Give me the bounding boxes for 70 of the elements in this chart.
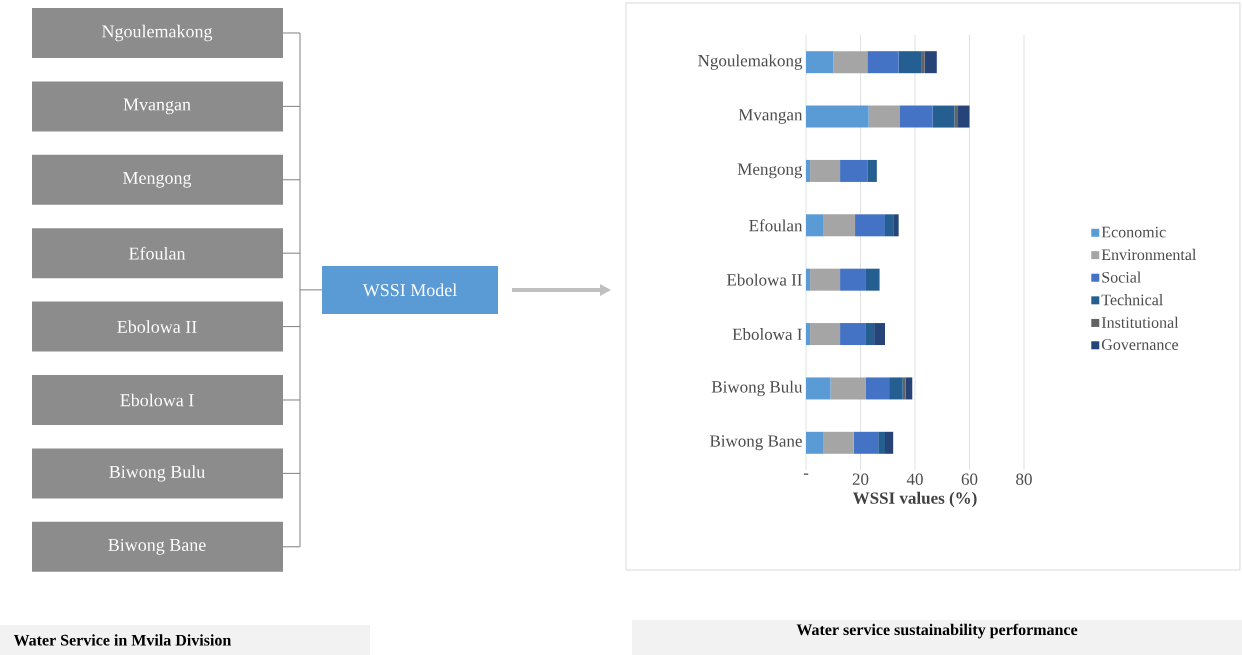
- text: Mengong: [123, 171, 192, 188]
- legend-label: Technical: [1101, 294, 1163, 306]
- text: Efoulan: [129, 246, 186, 260]
- legend-label: Institutional: [1101, 316, 1179, 328]
- text: Ebolowa II: [117, 320, 197, 333]
- bar: [823, 431, 854, 454]
- bar: [924, 51, 937, 74]
- y-tick-label: Biwong Bane: [709, 435, 802, 451]
- x-tick-label: 20: [852, 473, 869, 485]
- text: Ngoulemakong: [102, 24, 213, 42]
- bar: [885, 214, 894, 237]
- text: Water service sustainability performance: [796, 623, 1078, 639]
- bar: [932, 105, 955, 128]
- bar: [900, 105, 933, 128]
- legend-label: Environmental: [1101, 248, 1197, 261]
- y-tick-label: Mengong: [737, 163, 803, 179]
- bar: [806, 323, 811, 346]
- bar: [867, 159, 877, 182]
- bar: [865, 323, 875, 346]
- bar: [840, 323, 866, 346]
- y-tick-label: Biwong Bulu: [711, 380, 803, 397]
- bar: [878, 431, 886, 454]
- bar: [806, 51, 834, 74]
- bar: [921, 51, 925, 74]
- bar: [865, 268, 880, 291]
- x-tick-label: 40: [906, 473, 923, 485]
- y-tick-label: Ebolowa II: [726, 273, 802, 286]
- x-tick-label: -: [803, 473, 809, 475]
- bar: [893, 214, 899, 237]
- bar: [865, 377, 890, 400]
- text: Biwong Bulu: [109, 465, 205, 482]
- text: Mvangan: [123, 98, 191, 115]
- x-tick-label: 60: [961, 473, 978, 485]
- bar: [833, 51, 868, 74]
- bar: [830, 377, 866, 400]
- text: WSSI Model: [362, 283, 457, 297]
- bar: [810, 268, 841, 291]
- x-tick-label: 80: [1016, 473, 1032, 485]
- bar: [889, 377, 903, 400]
- bar: [885, 431, 894, 454]
- bar: [898, 51, 922, 74]
- bar: [806, 431, 824, 454]
- bar: [957, 105, 970, 128]
- bar: [806, 377, 831, 400]
- bar: [810, 323, 841, 346]
- bar: [855, 214, 886, 237]
- bar: [874, 323, 886, 346]
- y-tick-label: Mvangan: [738, 109, 803, 124]
- bar: [806, 159, 811, 182]
- legend-label: Social: [1102, 271, 1141, 283]
- legend-label: Governance: [1101, 339, 1179, 350]
- y-tick-label: Ebolowa I: [732, 328, 802, 341]
- bar: [840, 159, 868, 182]
- text: Biwong Bane: [108, 538, 206, 555]
- text: Ebolowa I: [120, 393, 194, 407]
- y-tick-label: Ngoulemakong: [698, 54, 803, 70]
- bar: [867, 51, 899, 74]
- bar: [806, 214, 824, 237]
- bar: [810, 159, 841, 182]
- y-tick-label: Efoulan: [749, 219, 803, 232]
- text: Water Service in Mvila Division: [13, 634, 232, 646]
- bar: [905, 377, 913, 400]
- bar: [806, 268, 811, 291]
- bar: [868, 105, 901, 128]
- bar: [806, 105, 869, 128]
- bar: [853, 431, 879, 454]
- bar: [823, 214, 856, 237]
- legend-label: Economic: [1101, 226, 1166, 238]
- bar: [840, 268, 866, 291]
- x-axis-title: WSSI values (%): [852, 491, 977, 508]
